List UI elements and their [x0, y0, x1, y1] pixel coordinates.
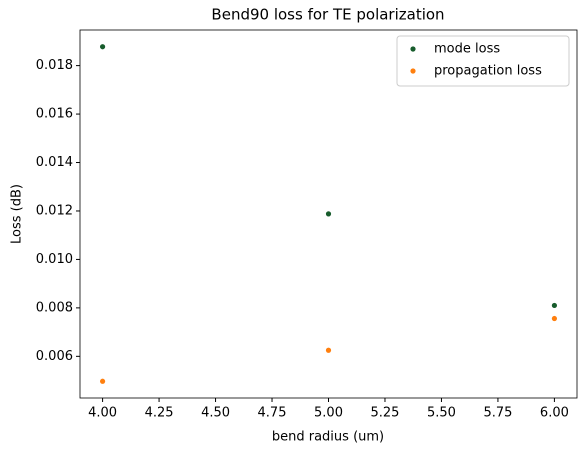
y-tick-label: 0.014	[36, 155, 73, 170]
point	[551, 315, 558, 322]
point	[551, 302, 558, 309]
x-tick-label: 5.25	[371, 406, 400, 421]
legend-box	[396, 35, 570, 87]
y-tick-label: 0.010	[36, 252, 73, 267]
y-tick-label: 0.016	[36, 107, 73, 122]
y-tick-label: 0.018	[36, 58, 73, 73]
x-tick-label: 6.00	[540, 406, 569, 421]
y-tick-label: 0.006	[36, 349, 73, 364]
legend-label: mode loss	[434, 42, 500, 57]
x-tick-label: 5.50	[427, 406, 456, 421]
x-tick-label: 4.00	[88, 406, 117, 421]
legend-label: propagation loss	[434, 64, 542, 79]
legend-marker	[410, 46, 416, 52]
x-tick-label: 5.75	[483, 406, 512, 421]
y-tick-label: 0.012	[36, 203, 73, 218]
x-tick-label: 5.00	[314, 406, 343, 421]
x-tick-label: 4.25	[145, 406, 174, 421]
point	[99, 378, 106, 384]
y-axis-label: Loss (dB)	[10, 184, 25, 244]
x-tick-label: 4.50	[201, 406, 230, 421]
point	[325, 211, 332, 217]
legend-marker	[410, 68, 416, 74]
point	[99, 44, 106, 50]
point	[325, 347, 332, 353]
x-axis-label: bend radius (um)	[272, 430, 384, 445]
y-tick-label: 0.008	[36, 300, 73, 315]
axes-frame	[79, 29, 578, 399]
chart-title: Bend90 loss for TE polarization	[211, 6, 444, 24]
x-tick-label: 4.75	[258, 406, 287, 421]
